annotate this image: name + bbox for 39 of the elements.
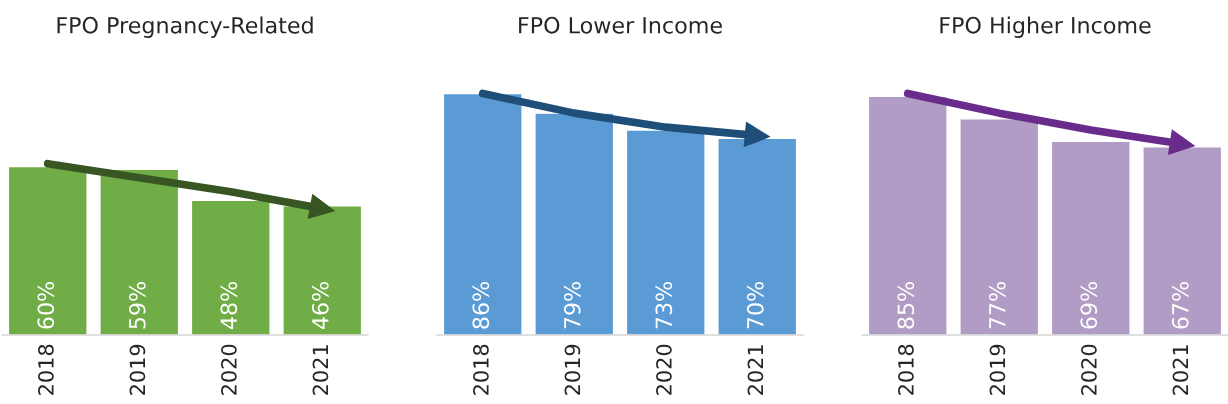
bar <box>625 129 706 335</box>
bar <box>442 92 523 335</box>
x-tick-label: 2019 <box>129 344 146 395</box>
data-label: 60% <box>37 282 55 329</box>
chart-title: FPO Lower Income <box>519 16 722 34</box>
data-label: 48% <box>220 282 238 330</box>
data-label: 86% <box>472 282 490 329</box>
x-tick-label: 2020 <box>221 344 237 395</box>
x-tick-label: 2021 <box>747 345 764 395</box>
x-tick-label: 2019 <box>989 344 1006 395</box>
chart-title: FPO Pregnancy-Related <box>57 16 313 38</box>
x-tick-label: 2021 <box>1172 345 1189 395</box>
bar <box>534 112 615 335</box>
data-label: 77% <box>988 282 1006 329</box>
bar <box>1050 140 1131 335</box>
x-tick-label: 2018 <box>898 344 914 395</box>
bar <box>190 199 271 335</box>
x-tick-label: 2019 <box>564 344 581 395</box>
data-label: 79% <box>563 282 581 329</box>
bar <box>7 165 88 335</box>
data-label: 69% <box>1080 282 1098 329</box>
x-tick-label: 2020 <box>1081 344 1097 395</box>
data-label: 70% <box>746 282 764 329</box>
bar <box>282 205 363 335</box>
x-tick-label: 2018 <box>38 344 54 395</box>
data-label: 85% <box>897 282 915 329</box>
data-label: 73% <box>655 282 673 329</box>
bar <box>717 137 798 335</box>
bar <box>867 95 948 335</box>
chart-title: FPO Higher Income <box>940 16 1151 38</box>
data-label: 59% <box>128 282 146 329</box>
data-label: 46% <box>311 282 329 330</box>
bar <box>959 118 1040 335</box>
x-tick-label: 2020 <box>656 344 672 395</box>
bar <box>99 168 180 335</box>
x-tick-label: 2018 <box>473 344 489 395</box>
data-label: 67% <box>1171 282 1189 329</box>
x-tick-label: 2021 <box>312 345 329 395</box>
bar <box>1142 146 1223 335</box>
